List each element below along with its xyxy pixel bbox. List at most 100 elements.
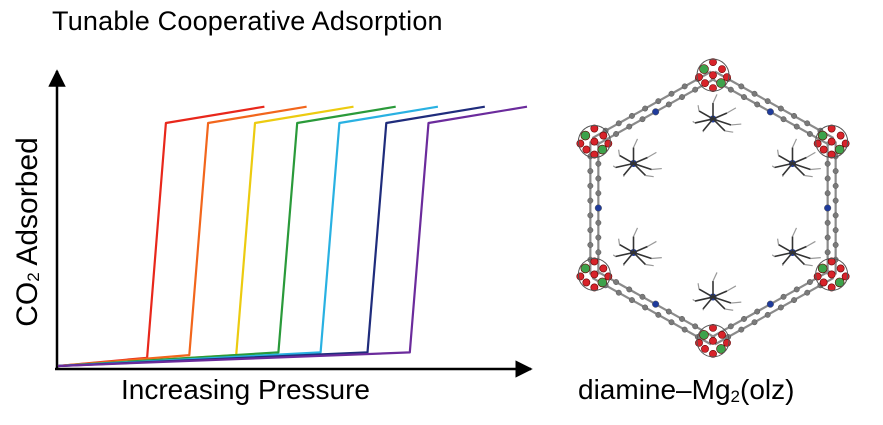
metal-cluster-outline	[577, 125, 611, 159]
chart-title: Tunable Cooperative Adsorption	[52, 6, 443, 36]
carbon-atom	[824, 249, 831, 256]
diamine-bond	[781, 162, 794, 176]
hydrogen-bond	[692, 298, 696, 302]
metal-cluster-outline	[815, 257, 849, 291]
hydrogen-bond	[651, 257, 662, 260]
diamine-bond	[791, 162, 806, 177]
nitrogen-atom	[652, 108, 660, 116]
carbon-atom	[665, 308, 672, 315]
hydrogen-bond	[702, 130, 705, 133]
isotherm-series	[57, 105, 528, 368]
framework-bond	[714, 70, 835, 140]
carbon-atom	[587, 241, 594, 248]
hydrogen-bond	[645, 174, 654, 178]
metal-cluster-outline	[696, 58, 730, 92]
carbon-atom	[595, 160, 602, 167]
oxygen-atom	[582, 145, 591, 154]
carbon-atom	[727, 323, 734, 330]
diamine-bond	[792, 251, 811, 260]
oxygen-atom	[841, 139, 850, 148]
series-line-green	[57, 105, 396, 368]
carbon-atom	[692, 323, 699, 330]
diamine-bond	[633, 251, 652, 260]
oxygen-atom	[590, 283, 599, 292]
carbon-atom	[777, 304, 784, 311]
oxygen-atom	[590, 137, 599, 146]
carbon-atom	[595, 219, 602, 226]
oxygen-atom	[836, 131, 845, 140]
hydrogen-bond	[726, 285, 737, 292]
diamine-bond	[702, 118, 714, 132]
oxygen-atom	[723, 73, 731, 82]
x-axis-label: Increasing Pressure	[121, 374, 371, 405]
nitrogen-atom	[766, 300, 774, 308]
hydrogen-bond	[712, 272, 718, 282]
hydrogen-bond	[697, 283, 700, 290]
diamine-bond	[781, 252, 794, 266]
oxygen-atom	[576, 272, 585, 281]
carbon-atom	[587, 197, 594, 204]
carbon-atom	[639, 116, 646, 123]
carbon-atom	[764, 311, 771, 318]
hydrogen-bond	[651, 167, 662, 171]
nitrogen-atom	[766, 108, 774, 116]
carbon-atom	[791, 112, 798, 119]
carbon-atom	[613, 279, 620, 285]
series-line-red	[57, 105, 265, 368]
diamine-bond	[792, 162, 811, 171]
magnesium-atom	[699, 330, 709, 340]
oxygen-atom	[701, 344, 709, 353]
oxygen-atom	[709, 84, 717, 93]
series-line-cyan	[57, 105, 439, 368]
diamine-bond	[619, 154, 634, 165]
carbon-atom	[639, 293, 646, 300]
hydrogen-bond	[622, 264, 625, 266]
oxygen-atom	[709, 336, 717, 345]
oxygen-atom	[695, 73, 703, 82]
oxygen-atom	[819, 145, 828, 154]
carbon-atom	[832, 227, 839, 234]
carbon-atom	[655, 98, 662, 105]
carbon-atom	[587, 182, 594, 189]
hydrogen-bond	[724, 308, 734, 311]
series-line-navy	[57, 105, 485, 368]
hydrogen-bond	[632, 227, 639, 237]
metal-cluster-outline	[815, 125, 849, 159]
oxygen-atom	[709, 323, 717, 332]
carbon-atom	[628, 297, 635, 304]
oxygen-atom	[836, 264, 845, 273]
carbon-atom	[741, 315, 747, 322]
oxygen-atom	[709, 349, 717, 358]
carbon-atom	[791, 297, 798, 304]
magnesium-atom	[834, 144, 845, 155]
diamine-bond	[622, 162, 635, 176]
oxygen-atom	[841, 272, 850, 281]
hydrogen-bond	[804, 174, 813, 178]
carbon-atom	[679, 94, 685, 101]
hydrogen-bond	[612, 254, 616, 258]
carbon-atom	[780, 116, 787, 123]
oxygen-atom	[590, 124, 599, 133]
carbon-atom	[595, 190, 602, 197]
magnesium-atom	[716, 78, 726, 88]
nitrogen-atom	[652, 300, 660, 308]
carbon-atom	[679, 315, 685, 322]
carbon-atom	[668, 319, 675, 326]
oxygen-atom	[718, 330, 726, 339]
carbon-atom	[626, 123, 633, 130]
hydrogen-bond	[697, 105, 700, 112]
carbon-atom	[692, 86, 699, 93]
hydrogen-bond	[776, 238, 780, 245]
carbon-atom	[615, 289, 622, 296]
framework-bond	[591, 276, 712, 346]
carbon-atom	[595, 234, 602, 241]
carbon-atom	[806, 279, 813, 285]
oxygen-atom	[819, 278, 828, 287]
oxygen-atom	[599, 131, 608, 140]
diamine-bond	[702, 296, 714, 310]
oxygen-atom	[827, 257, 836, 266]
carbon-atom	[751, 319, 758, 326]
oxygen-atom	[827, 283, 836, 292]
diamine-bond	[792, 245, 807, 254]
